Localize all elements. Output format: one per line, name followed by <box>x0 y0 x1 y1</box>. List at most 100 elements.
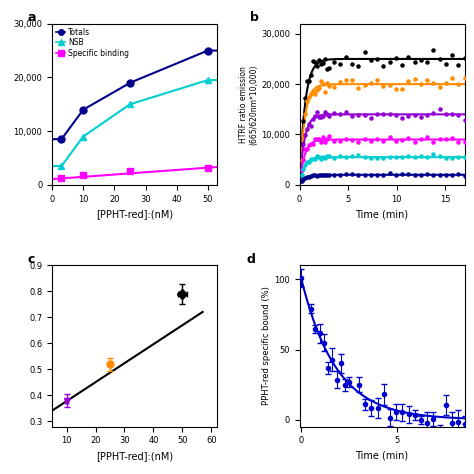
Point <box>342 153 350 161</box>
Point <box>380 82 387 90</box>
Point <box>325 82 332 90</box>
Point <box>423 111 431 118</box>
Point <box>311 171 319 179</box>
Point <box>330 155 337 162</box>
Point <box>301 162 309 169</box>
Point <box>348 112 356 120</box>
Point <box>374 76 381 84</box>
Point <box>436 153 443 160</box>
Point <box>315 56 323 64</box>
Point <box>405 112 412 119</box>
Point <box>361 48 368 55</box>
Point <box>300 156 307 164</box>
Point <box>461 138 468 146</box>
Point <box>319 80 327 87</box>
Text: d: d <box>247 253 255 265</box>
Point <box>321 138 328 146</box>
Point <box>355 172 362 179</box>
Y-axis label: PPHT-red specific bound (%): PPHT-red specific bound (%) <box>262 287 271 405</box>
X-axis label: Time (min): Time (min) <box>356 209 409 219</box>
Point <box>411 75 419 82</box>
Point <box>310 141 317 148</box>
Point <box>392 85 400 92</box>
Point <box>398 85 406 93</box>
Point <box>336 171 344 178</box>
Point <box>405 171 412 178</box>
Point <box>442 155 450 162</box>
Point <box>310 155 317 162</box>
Point <box>405 134 412 142</box>
Point <box>436 171 443 179</box>
Point <box>303 126 311 133</box>
Point <box>367 56 375 64</box>
Point <box>461 54 468 62</box>
Point <box>429 79 437 86</box>
Point <box>398 137 406 144</box>
Y-axis label: HTRF ratio emission
(665/620nm*10,000): HTRF ratio emission (665/620nm*10,000) <box>239 64 258 145</box>
Point <box>367 171 375 178</box>
Point <box>305 158 313 165</box>
Point <box>448 110 456 118</box>
Point <box>423 154 431 161</box>
Point <box>321 171 328 179</box>
Point <box>411 171 419 178</box>
Point <box>448 134 456 142</box>
Point <box>442 79 450 86</box>
Point <box>323 80 330 87</box>
Point <box>330 58 337 66</box>
Point <box>417 56 425 64</box>
Point <box>315 171 323 179</box>
Point <box>311 91 319 98</box>
Point <box>355 84 362 91</box>
Point <box>305 77 313 85</box>
Point <box>303 145 311 153</box>
Point <box>315 113 323 121</box>
Point <box>308 140 315 147</box>
Point <box>361 172 368 179</box>
Point <box>313 172 321 179</box>
Point <box>323 65 330 73</box>
Point <box>448 171 456 179</box>
Point <box>323 153 330 160</box>
Point <box>398 61 406 69</box>
Point <box>392 55 400 62</box>
Point <box>317 60 325 67</box>
Point <box>386 58 393 65</box>
Point <box>315 135 323 143</box>
Point <box>313 136 321 143</box>
Point <box>325 64 332 72</box>
Point <box>429 150 437 158</box>
Point <box>301 95 309 102</box>
Point <box>342 171 350 178</box>
Point <box>298 140 305 148</box>
Point <box>319 153 327 161</box>
Point <box>423 133 431 141</box>
Point <box>417 81 425 88</box>
Point <box>303 98 311 105</box>
Point <box>348 153 356 160</box>
X-axis label: Time (min): Time (min) <box>356 451 409 461</box>
Point <box>436 136 443 143</box>
Point <box>461 116 468 124</box>
Point <box>310 171 317 179</box>
Point <box>367 137 375 145</box>
Point <box>321 55 328 63</box>
Point <box>355 111 362 119</box>
Point <box>386 133 393 140</box>
Point <box>323 171 330 179</box>
Point <box>311 58 319 66</box>
Point <box>305 120 313 128</box>
Point <box>386 110 393 118</box>
Text: c: c <box>27 253 35 265</box>
Point <box>348 171 356 178</box>
Point <box>448 51 456 59</box>
Point <box>323 135 330 142</box>
Point <box>325 152 332 160</box>
X-axis label: [PPHT-red]:(nM): [PPHT-red]:(nM) <box>96 451 173 461</box>
Point <box>313 63 321 70</box>
Point <box>303 159 311 166</box>
Point <box>380 137 387 145</box>
Point <box>300 140 307 147</box>
Point <box>310 88 317 95</box>
Point <box>303 173 311 181</box>
